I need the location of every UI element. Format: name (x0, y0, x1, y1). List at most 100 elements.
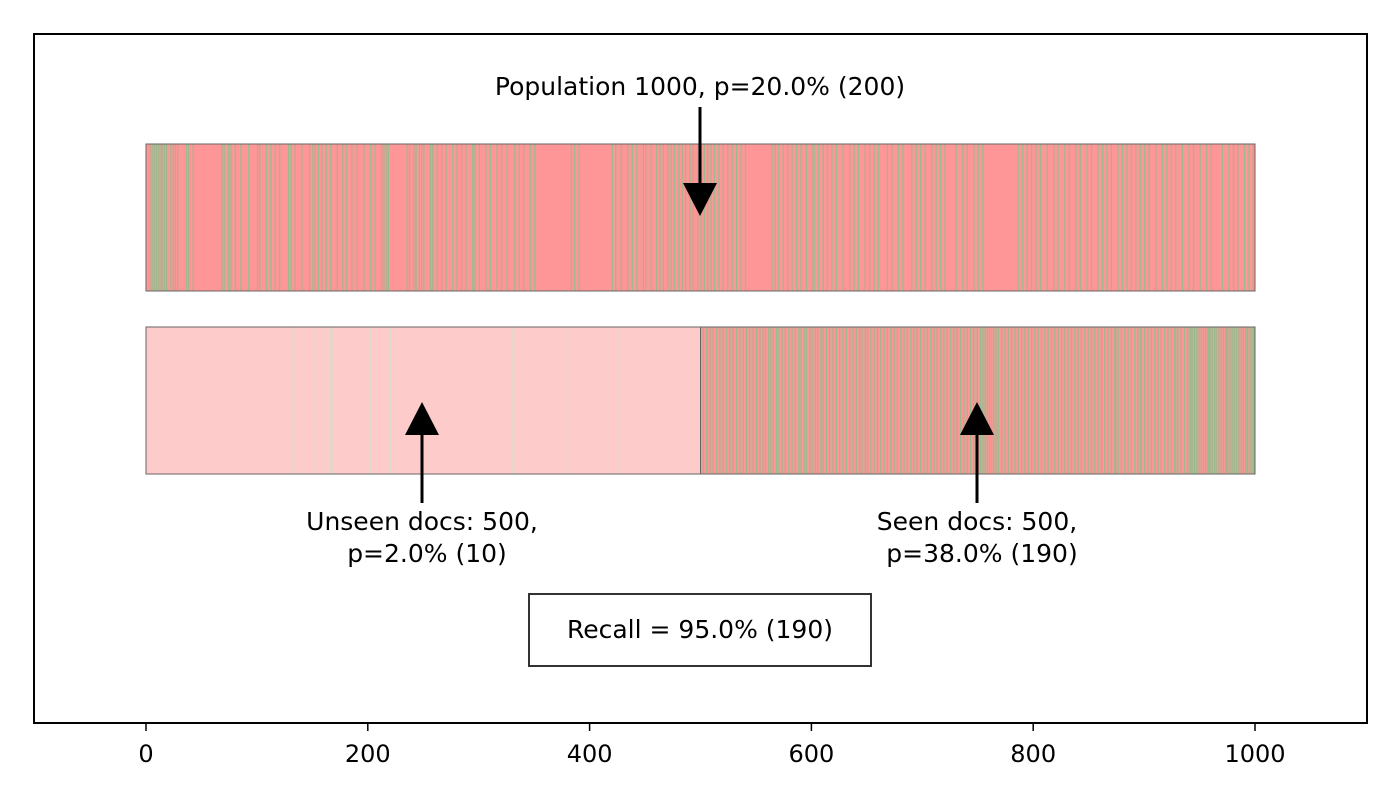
population-relevant-doc (681, 144, 683, 291)
seen-relevant-doc (811, 327, 813, 474)
population-relevant-doc (234, 144, 236, 291)
population-relevant-doc (188, 144, 190, 291)
population-relevant-doc (294, 144, 296, 291)
seen-relevant-doc (896, 327, 898, 474)
population-relevant-doc (452, 144, 454, 291)
seen-relevant-doc (829, 327, 831, 474)
population-relevant-doc (345, 144, 347, 291)
population-relevant-doc (678, 144, 680, 291)
x-tick-label: 600 (788, 740, 834, 768)
population-relevant-doc (842, 144, 844, 291)
seen-relevant-doc (880, 327, 882, 474)
population-relevant-doc (356, 144, 358, 291)
unseen-relevant-doc (330, 327, 332, 474)
seen-relevant-doc (794, 327, 796, 474)
seen-relevant-doc (852, 327, 854, 474)
seen-relevant-doc (903, 327, 905, 474)
population-relevant-doc (274, 144, 276, 291)
population-relevant-doc (1228, 144, 1230, 291)
population-relevant-doc (1232, 144, 1235, 291)
seen-relevant-doc (930, 327, 932, 474)
population-relevant-doc (826, 144, 829, 291)
seen-relevant-doc (809, 327, 811, 474)
seen-relevant-doc (1047, 327, 1049, 474)
seen-relevant-doc (953, 327, 955, 474)
unseen-label-line1: Unseen docs: 500, (306, 507, 538, 536)
seen-relevant-doc (716, 327, 718, 474)
population-relevant-doc (1139, 144, 1141, 291)
population-relevant-doc (259, 144, 261, 291)
seen-relevant-doc (749, 327, 751, 474)
seen-relevant-doc (1107, 327, 1109, 474)
population-relevant-doc (982, 144, 984, 291)
population-relevant-doc (1053, 144, 1055, 291)
seen-relevant-doc (1024, 327, 1026, 474)
seen-relevant-doc (1200, 327, 1202, 474)
seen-relevant-doc (1226, 327, 1228, 474)
population-relevant-doc (230, 144, 232, 291)
seen-relevant-doc (893, 327, 895, 474)
population-relevant-doc (1248, 144, 1250, 291)
seen-relevant-doc (1167, 327, 1169, 474)
population-relevant-doc (1057, 144, 1059, 291)
seen-relevant-doc (973, 327, 975, 474)
seen-relevant-doc (926, 327, 928, 474)
population-relevant-doc (940, 144, 942, 291)
population-relevant-doc (650, 144, 652, 291)
seen-relevant-doc (1249, 327, 1251, 474)
population-relevant-doc (436, 144, 438, 291)
seen-relevant-doc (995, 327, 997, 474)
seen-relevant-doc (1198, 327, 1200, 474)
population-relevant-doc (771, 144, 773, 291)
seen-relevant-doc (1050, 327, 1053, 474)
population-relevant-doc (1017, 144, 1019, 291)
population-relevant-doc (363, 144, 365, 291)
population-relevant-doc (1181, 144, 1184, 291)
seen-relevant-doc (976, 327, 978, 474)
population-relevant-doc (962, 144, 964, 291)
seen-relevant-doc (969, 327, 972, 474)
seen-relevant-doc (1074, 327, 1076, 474)
seen-relevant-doc (1190, 327, 1192, 474)
population-relevant-doc (158, 144, 160, 291)
seen-relevant-doc (1117, 327, 1119, 474)
population-relevant-doc (869, 144, 871, 291)
seen-relevant-doc (1017, 327, 1019, 474)
population-relevant-doc (478, 144, 480, 291)
seen-relevant-doc (950, 327, 952, 474)
seen-relevant-doc (1007, 327, 1009, 474)
population-relevant-doc (529, 144, 531, 291)
population-relevant-doc (689, 144, 691, 291)
seen-relevant-doc (1124, 327, 1126, 474)
seen-relevant-doc (762, 327, 764, 474)
population-relevant-doc (287, 144, 290, 291)
population-relevant-doc (1206, 144, 1208, 291)
seen-relevant-doc (745, 327, 748, 474)
seen-relevant-doc (1147, 327, 1149, 474)
population-relevant-doc (800, 144, 802, 291)
population-relevant-doc (170, 144, 172, 291)
seen-relevant-doc (1104, 327, 1106, 474)
seen-relevant-doc (960, 327, 962, 474)
seen-label-line1: Seen docs: 500, (877, 507, 1077, 536)
seen-relevant-doc (946, 327, 948, 474)
seen-relevant-doc (1245, 327, 1247, 474)
seen-relevant-doc (1180, 327, 1182, 474)
population-relevant-doc (163, 144, 165, 291)
x-axis: 0 200 400 600 800 1000 (138, 723, 1286, 768)
population-relevant-doc (370, 144, 372, 291)
x-tick-label: 400 (567, 740, 613, 768)
seen-relevant-doc (991, 327, 993, 474)
seen-relevant-doc (800, 327, 802, 474)
seen-relevant-doc (1208, 327, 1210, 474)
unseen-arrow (405, 402, 439, 503)
seen-relevant-doc (1084, 327, 1086, 474)
population-relevant-doc (627, 144, 629, 291)
seen-relevant-doc (936, 327, 938, 474)
seen-relevant-doc (1160, 327, 1162, 474)
seen-relevant-doc (933, 327, 935, 474)
population-relevant-doc (886, 144, 889, 291)
seen-relevant-doc (916, 327, 918, 474)
population-relevant-doc (667, 144, 669, 291)
seen-relevant-doc (712, 327, 714, 474)
